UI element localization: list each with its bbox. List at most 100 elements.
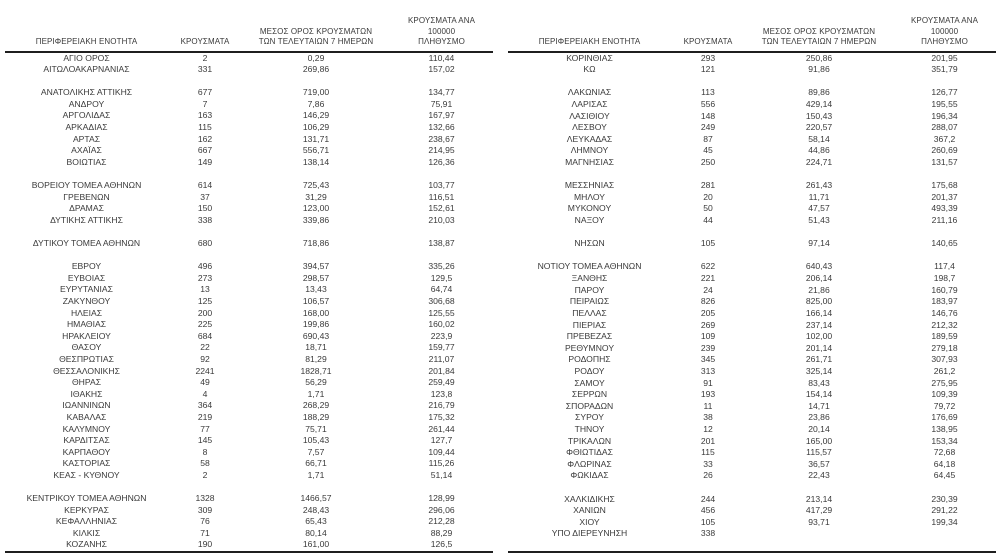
cell-7day-average: 429,14 — [805, 98, 833, 109]
cell-cases-per-100k: 138,95 — [931, 424, 958, 434]
cell-regional-unit: ΑΝΑΤΟΛΙΚΗΣ ΑΤΤΙΚΗΣ — [40, 87, 133, 98]
spacer-row — [508, 227, 996, 239]
table-row: ΧΑΛΚΙΔΙΚΗΣ 244 213,14 230,39 — [508, 494, 996, 506]
cell-regional-unit: ΕΥΡΥΤΑΝΙΑΣ — [60, 284, 113, 295]
cell-7day-average: 23,86 — [808, 412, 830, 423]
cell-cases-per-100k — [390, 481, 493, 493]
cell-cases: 338 — [700, 528, 716, 539]
cell-7day-average — [745, 528, 893, 540]
cell-cases: 115 — [198, 122, 212, 133]
cell-regional-unit: ΒΟΙΩΤΙΑΣ — [66, 156, 107, 167]
cell-7day-average: 51,43 — [808, 215, 830, 226]
cell-cases: 26 — [703, 470, 713, 481]
cell-cases-per-100k: 132,66 — [428, 122, 455, 133]
cell-cases-per-100k: 367,2 — [933, 133, 956, 144]
table-row: ΠΕΛΛΑΣ 205 166,14 146,76 — [508, 308, 996, 320]
cell-cases-per-100k — [893, 76, 996, 88]
spacer-row — [5, 76, 493, 88]
cell-7day-average — [242, 481, 390, 493]
cell-cases-per-100k: 72,68 — [933, 447, 956, 458]
cell-cases-per-100k: 126,36 — [428, 156, 455, 167]
table-row: ΣΑΜΟΥ 91 83,43 275,95 — [508, 378, 996, 390]
cell-regional-unit: ΣΠΟΡΑΔΩΝ — [565, 400, 614, 411]
cell-regional-unit: ΣΑΜΟΥ — [574, 377, 605, 388]
cell-7day-average: 31,29 — [305, 191, 327, 202]
cell-regional-unit: ΑΡΓΟΛΙΔΑΣ — [62, 110, 111, 121]
cell-cases: 76 — [200, 516, 210, 527]
cell-cases-per-100k — [893, 482, 996, 494]
cell-cases: 456 — [700, 505, 716, 516]
cell-cases: 50 — [703, 203, 713, 214]
cell-7day-average — [242, 168, 390, 180]
table-row: ΗΜΑΘΙΑΣ 225 199,86 160,02 — [5, 319, 493, 331]
table-row: ΦΩΚΙΔΑΣ 26 22,43 64,45 — [508, 470, 996, 482]
cell-regional-unit — [5, 250, 168, 262]
cell-regional-unit: ΦΩΚΙΔΑΣ — [570, 470, 609, 481]
cell-cases: 44 — [703, 215, 713, 226]
cell-cases-per-100k: 75,91 — [430, 98, 453, 109]
cell-regional-unit: ΡΟΔΟΠΗΣ — [568, 354, 611, 365]
cell-regional-unit: ΚΟΡΙΝΘΙΑΣ — [566, 52, 613, 63]
cell-cases: 92 — [200, 353, 210, 364]
cell-7day-average: 0,29 — [307, 52, 325, 63]
header-cases-per-100k-line2: ΠΛΗΘΥΣΜΟ — [418, 37, 465, 46]
cell-cases-per-100k — [390, 250, 493, 262]
right-table-header: ΠΕΡΙΦΕΡΕΙΑΚΗ ΕΝΟΤΗΤΑ ΚΡΟΥΣΜΑΤΑ ΜΕΣΟΣ ΟΡΟ… — [508, 16, 996, 53]
cell-7day-average: 75,71 — [305, 423, 327, 434]
header-7day-average-line2: ΤΩΝ ΤΕΛΕΥΤΑΙΩΝ 7 ΗΜΕΡΩΝ — [258, 37, 374, 46]
table-row: ΛΗΜΝΟΥ 45 44,86 260,69 — [508, 145, 996, 157]
cell-7day-average: 224,71 — [805, 156, 833, 167]
table-row: ΡΟΔΟΥ 313 325,14 261,2 — [508, 366, 996, 378]
cell-cases — [671, 540, 745, 552]
cell-cases — [671, 482, 745, 494]
cell-regional-unit: ΛΕΣΒΟΥ — [572, 122, 607, 133]
header-cases-label: ΚΡΟΥΣΜΑΤΑ — [180, 37, 230, 46]
cell-7day-average: 81,29 — [305, 353, 327, 364]
cell-cases: 121 — [700, 64, 716, 75]
cell-7day-average: 18,71 — [305, 342, 327, 353]
cell-7day-average: 556,71 — [302, 145, 330, 156]
cell-cases: 4 — [202, 388, 208, 399]
table-row: ΚΙΛΚΙΣ 71 80,14 88,29 — [5, 528, 493, 540]
table-row: ΣΕΡΡΩΝ 193 154,14 109,39 — [508, 389, 996, 401]
cell-cases: 225 — [197, 319, 213, 330]
cell-cases-per-100k: 279,18 — [931, 342, 958, 353]
cell-regional-unit: ΚΕΑΣ - ΚΥΘΝΟΥ — [53, 469, 120, 480]
cell-regional-unit: ΗΜΑΘΙΑΣ — [66, 319, 107, 330]
header-7day-average: ΜΕΣΟΣ ΟΡΟΣ ΚΡΟΥΣΜΑΤΩΝ ΤΩΝ ΤΕΛΕΥΤΑΙΩΝ 7 Η… — [745, 16, 893, 53]
cell-cases: 38 — [703, 412, 713, 423]
cell-cases: 331 — [197, 64, 213, 75]
table-row: ΠΕΙΡΑΙΩΣ 826 825,00 183,97 — [508, 296, 996, 308]
left-table-body: ΑΓΙΟ ΟΡΟΣ 2 0,29 110,44 ΑΙΤΩΛΟΑΚΑΡΝΑΝΙΑΣ 331 2… — [5, 52, 493, 553]
cell-7day-average: 154,14 — [805, 389, 833, 400]
cell-regional-unit — [508, 482, 671, 494]
cell-cases-per-100k: 261,2 — [933, 365, 956, 376]
cell-cases: 684 — [197, 330, 213, 341]
cell-cases-per-100k: 109,44 — [428, 446, 455, 457]
cell-regional-unit: ΦΘΙΩΤΙΔΑΣ — [566, 447, 613, 458]
table-row: ΑΡΤΑΣ 162 131,71 238,67 — [5, 134, 493, 146]
cell-cases-per-100k: 152,61 — [428, 203, 455, 214]
cell-cases: 105 — [700, 516, 716, 527]
cell-cases-per-100k: 195,55 — [931, 98, 958, 109]
cell-7day-average: 394,57 — [302, 261, 330, 272]
table-row: ΑΝΔΡΟΥ 7 7,86 75,91 — [5, 99, 493, 111]
cell-regional-unit: ΚΑΣΤΟΡΙΑΣ — [62, 458, 111, 469]
cell-7day-average: 248,43 — [302, 504, 330, 515]
cell-7day-average: 56,29 — [305, 377, 327, 388]
cell-regional-unit: ΦΛΩΡΙΝΑΣ — [567, 458, 612, 469]
cell-cases-per-100k: 201,84 — [428, 365, 455, 376]
cell-cases: 201 — [700, 435, 716, 446]
cell-7day-average — [745, 482, 893, 494]
cell-cases: 7 — [202, 98, 208, 109]
cell-7day-average: 7,86 — [307, 98, 325, 109]
cell-cases — [671, 76, 745, 88]
cell-regional-unit: ΧΙΟΥ — [579, 516, 600, 527]
cell-7day-average: 7,57 — [307, 446, 325, 457]
cell-cases-per-100k: 261,44 — [428, 423, 455, 434]
cell-cases: 49 — [200, 377, 210, 388]
cell-regional-unit: ΠΑΡΟΥ — [574, 284, 605, 295]
header-cases-per-100k-line2: ΠΛΗΘΥΣΜΟ — [921, 37, 968, 46]
table-row: ΙΘΑΚΗΣ 4 1,71 123,8 — [5, 389, 493, 401]
